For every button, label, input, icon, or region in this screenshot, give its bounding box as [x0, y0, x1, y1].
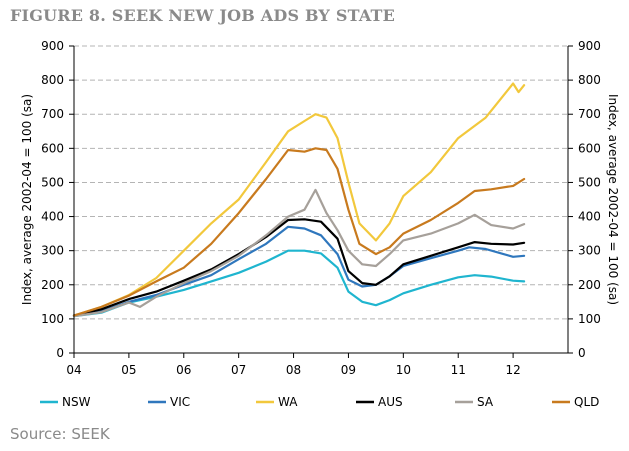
y-tick-label-right: 600 [578, 141, 601, 155]
legend-label-wa: WA [278, 395, 298, 409]
y-tick-label-right: 700 [578, 107, 601, 121]
legend-label-vic: VIC [170, 395, 190, 409]
series-line-sa [72, 188, 526, 318]
y-tick-label-right: 500 [578, 175, 601, 189]
figure-title: FIGURE 8. SEEK NEW JOB ADS BY STATE [10, 6, 396, 25]
legend-label-aus: AUS [378, 395, 403, 409]
y-tick-label-left: 300 [41, 244, 64, 258]
y-tick-label-right: 300 [578, 244, 601, 258]
x-tick-label: 07 [231, 363, 246, 377]
series-line-vic [72, 225, 526, 317]
x-tick-label: 08 [286, 363, 301, 377]
legend-label-nsw: NSW [62, 395, 91, 409]
y-tick-label-left: 600 [41, 141, 64, 155]
y-tick-label-left: 100 [41, 312, 64, 326]
series-line-nsw [72, 249, 526, 318]
y-axis-title-right: Index, average 2002-04 = 100 (sa) [606, 94, 620, 305]
y-axis-title-left: Index, average 2002-04 = 100 (sa) [20, 94, 34, 305]
y-tick-label-right: 800 [578, 73, 601, 87]
legend-label-qld: QLD [574, 395, 599, 409]
y-tick-label-left: 200 [41, 278, 64, 292]
y-tick-label-left: 500 [41, 175, 64, 189]
x-tick-label: 11 [451, 363, 466, 377]
x-tick-label: 10 [396, 363, 411, 377]
series-line-qld [72, 147, 526, 317]
series-line-aus [72, 218, 526, 317]
y-tick-label-left: 700 [41, 107, 64, 121]
y-tick-label-right: 400 [578, 210, 601, 224]
y-tick-label-left: 400 [41, 210, 64, 224]
y-tick-label-right: 100 [578, 312, 601, 326]
x-tick-label: 04 [66, 363, 81, 377]
series-line-wa [72, 82, 526, 317]
x-tick-label: 06 [176, 363, 191, 377]
y-tick-label-right: 0 [578, 346, 586, 360]
y-tick-label-right: 900 [578, 39, 601, 53]
y-tick-label-left: 900 [41, 39, 64, 53]
y-tick-label-left: 0 [56, 346, 64, 360]
x-tick-label: 12 [505, 363, 520, 377]
legend-label-sa: SA [477, 395, 494, 409]
y-tick-label-left: 800 [41, 73, 64, 87]
x-tick-label: 05 [121, 363, 136, 377]
x-tick-label: 09 [341, 363, 356, 377]
source-note: Source: SEEK [10, 425, 110, 443]
y-tick-label-right: 200 [578, 278, 601, 292]
